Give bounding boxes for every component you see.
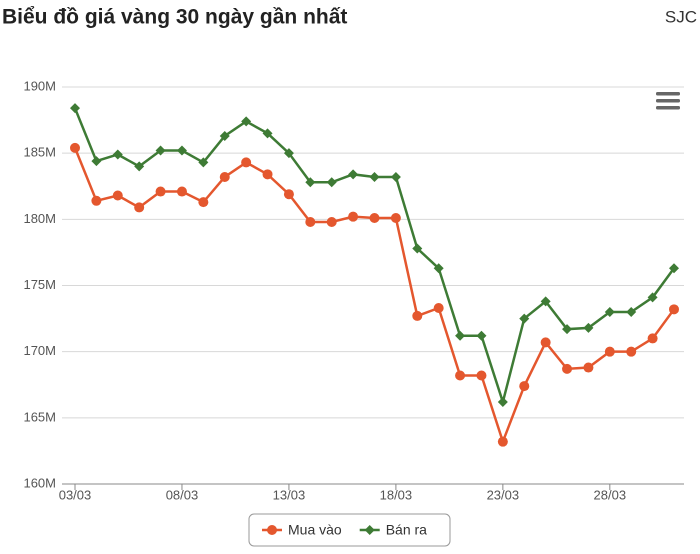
data-point <box>476 370 487 381</box>
legend-label[interactable]: Mua vào <box>288 522 342 538</box>
data-point <box>390 213 401 224</box>
legend-marker <box>267 525 277 535</box>
y-tick-label: 170M <box>23 343 56 358</box>
y-tick-label: 175M <box>23 277 56 292</box>
data-point <box>305 216 316 227</box>
y-tick-label: 160M <box>23 475 56 490</box>
legend-label[interactable]: Bán ra <box>386 522 427 538</box>
data-point <box>455 370 466 381</box>
data-point <box>519 313 530 324</box>
menu-icon[interactable] <box>656 92 680 110</box>
data-point <box>283 189 294 200</box>
data-point <box>262 128 273 139</box>
data-point <box>198 157 209 168</box>
data-point <box>626 346 637 357</box>
y-tick-label: 165M <box>23 409 56 424</box>
data-point <box>112 190 123 201</box>
legend-box <box>248 513 451 547</box>
data-point <box>562 324 573 335</box>
y-tick-label: 180M <box>23 211 56 226</box>
data-point <box>348 211 359 222</box>
data-point <box>519 381 530 392</box>
data-point <box>647 292 658 303</box>
data-point <box>412 310 423 321</box>
data-point <box>390 171 401 182</box>
data-point <box>604 306 615 317</box>
data-point <box>669 263 679 274</box>
data-point <box>669 304 679 315</box>
data-point <box>155 145 166 156</box>
menu-bar <box>656 99 680 103</box>
data-point <box>455 330 466 341</box>
legend-marker <box>364 525 375 535</box>
data-point <box>326 177 337 188</box>
data-point <box>369 213 380 224</box>
data-point <box>198 197 209 208</box>
y-tick-label: 185M <box>23 145 56 160</box>
menu-bar <box>656 92 680 96</box>
data-point <box>283 148 294 159</box>
data-point <box>433 302 444 313</box>
data-point <box>476 330 487 341</box>
data-point <box>540 296 551 307</box>
data-point <box>134 161 145 172</box>
data-point <box>219 130 230 141</box>
x-tick-label: 28/03 <box>594 487 627 502</box>
data-point <box>348 169 359 180</box>
data-point <box>219 171 230 182</box>
data-point <box>604 346 615 357</box>
data-point <box>433 263 444 274</box>
data-point <box>241 157 252 168</box>
x-tick-label: 13/03 <box>273 487 306 502</box>
data-point <box>262 169 273 180</box>
data-point <box>583 362 594 373</box>
data-point <box>562 363 573 374</box>
chart-subtitle: SJC <box>665 7 697 26</box>
data-point <box>326 216 337 227</box>
chart-title: Biểu đồ giá vàng 30 ngày gần nhất <box>2 6 347 29</box>
data-point <box>497 396 508 407</box>
data-point <box>112 149 123 160</box>
data-point <box>155 186 166 197</box>
data-point <box>176 186 187 197</box>
data-point <box>540 337 551 348</box>
series-line <box>73 107 676 407</box>
x-tick-label: 23/03 <box>487 487 520 502</box>
data-point <box>583 322 594 333</box>
x-tick-label: 08/03 <box>166 487 199 502</box>
data-point <box>305 177 316 188</box>
y-tick-label: 190M <box>23 78 56 93</box>
data-point <box>176 145 187 156</box>
x-tick-label: 18/03 <box>380 487 413 502</box>
data-point <box>134 202 145 213</box>
data-point <box>70 142 80 153</box>
data-point <box>91 195 102 206</box>
data-point <box>647 333 658 344</box>
data-point <box>626 306 637 317</box>
data-point <box>241 116 252 127</box>
data-point <box>497 436 508 447</box>
data-point <box>91 156 102 167</box>
menu-bar <box>656 106 680 110</box>
data-point <box>412 243 423 254</box>
x-tick-label: 03/03 <box>59 487 92 502</box>
data-point <box>369 171 380 182</box>
data-point <box>70 103 80 114</box>
